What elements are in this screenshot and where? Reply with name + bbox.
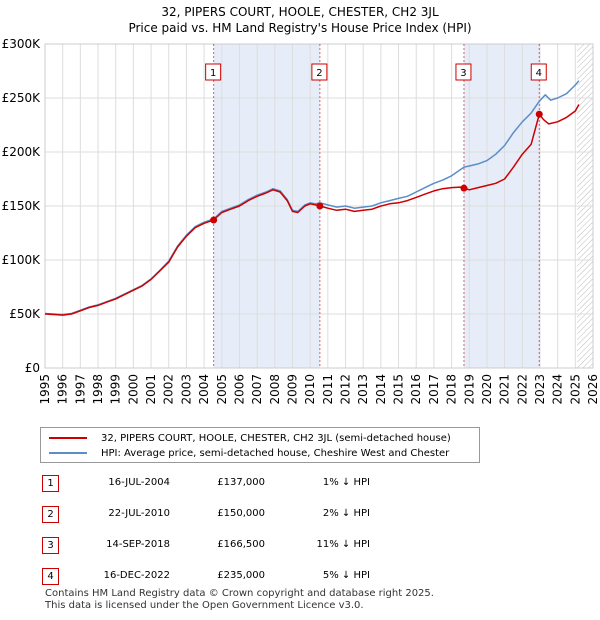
x-tick-label: 2009 — [285, 374, 299, 405]
chart-title: 32, PIPERS COURT, HOOLE, CHESTER, CH2 3J… — [161, 5, 439, 19]
sale-date: 14-SEP-2018 — [106, 539, 170, 550]
y-tick-label: £300K — [2, 37, 42, 51]
sale-label: 2 — [316, 68, 322, 79]
x-tick-label: 1995 — [38, 374, 52, 405]
table-row: 2 22-JUL-2010 £150,000 2% ↓ HPI — [0, 504, 600, 526]
x-tick-label: 2000 — [126, 374, 140, 405]
x-tick-label: 2022 — [515, 374, 529, 405]
sale-point — [316, 202, 324, 210]
x-tick-label: 2024 — [551, 374, 565, 405]
x-tick-label: 2006 — [232, 374, 246, 405]
sale-point — [210, 216, 218, 224]
sale-date: 16-DEC-2022 — [103, 570, 170, 581]
x-tick-label: 2005 — [215, 374, 229, 405]
legend-item-hpi: HPI: Average price, semi-detached house,… — [49, 446, 449, 460]
sale-label: 1 — [210, 68, 216, 79]
table-row: 1 16-JUL-2004 £137,000 1% ↓ HPI — [0, 473, 600, 495]
sale-hpi-diff: 11% ↓ HPI — [316, 539, 370, 550]
sale-price: £150,000 — [217, 508, 265, 519]
x-tick-label: 2025 — [568, 374, 582, 405]
legend: 32, PIPERS COURT, HOOLE, CHESTER, CH2 3J… — [40, 427, 480, 463]
x-tick-label: 2001 — [144, 374, 158, 405]
sale-label-box — [455, 63, 472, 81]
sale-hpi-diff: 5% ↓ HPI — [322, 570, 370, 581]
x-tick-label: 2020 — [480, 374, 494, 405]
sale-label-box — [311, 63, 328, 81]
sale-price: £137,000 — [217, 477, 265, 488]
x-tick-label: 2007 — [250, 374, 264, 405]
x-tick-label: 2023 — [533, 374, 547, 405]
chart-subtitle: Price paid vs. HM Land Registry's House … — [128, 21, 472, 35]
y-tick-label: £100K — [2, 253, 42, 267]
legend-item-property: 32, PIPERS COURT, HOOLE, CHESTER, CH2 3J… — [49, 431, 451, 445]
x-tick-label: 2004 — [197, 374, 211, 405]
legend-label-hpi: HPI: Average price, semi-detached house,… — [101, 447, 450, 459]
y-tick-label: £200K — [2, 145, 42, 159]
x-tick-label: 2012 — [339, 374, 353, 405]
sale-number-badge: 4 — [42, 568, 59, 585]
x-tick-label: 2003 — [179, 374, 193, 405]
x-tick-label: 2008 — [268, 374, 282, 405]
footer-copyright: Contains HM Land Registry data © Crown c… — [45, 588, 434, 599]
sale-date: 22-JUL-2010 — [108, 508, 170, 519]
sale-hpi-diff: 2% ↓ HPI — [322, 508, 370, 519]
plot-frame — [44, 43, 594, 369]
y-tick-label: £0 — [25, 361, 40, 375]
sale-label-box — [205, 63, 222, 81]
sale-point — [535, 110, 543, 118]
x-tick-label: 2016 — [409, 374, 423, 405]
sale-number-badge: 3 — [42, 537, 59, 554]
legend-swatch-hpi — [49, 452, 87, 454]
x-tick-label: 1999 — [109, 374, 123, 405]
x-tick-label: 2015 — [392, 374, 406, 405]
x-tick-label: 1996 — [56, 374, 70, 405]
property-price-line — [44, 104, 580, 316]
x-tick-label: 2018 — [445, 374, 459, 405]
y-tick-label: £250K — [2, 91, 42, 105]
sale-hpi-diff: 1% ↓ HPI — [322, 477, 370, 488]
footer: Contains HM Land Registry data © Crown c… — [45, 588, 434, 612]
sale-price: £166,500 — [217, 539, 265, 550]
legend-label-property: 32, PIPERS COURT, HOOLE, CHESTER, CH2 3J… — [101, 432, 451, 444]
x-tick-label: 1997 — [73, 374, 87, 405]
x-tick-label: 2013 — [356, 374, 370, 405]
x-tick-label: 2026 — [586, 374, 600, 405]
sale-label-box — [530, 63, 547, 81]
sale-label: 4 — [536, 68, 542, 79]
sale-number-badge: 2 — [42, 506, 59, 523]
y-tick-label: £50K — [9, 307, 41, 321]
x-tick-label: 2011 — [321, 374, 335, 405]
footer-license: This data is licensed under the Open Gov… — [45, 600, 364, 611]
x-tick-label: 2002 — [162, 374, 176, 405]
sale-number-badge: 1 — [42, 475, 59, 492]
sale-date: 16-JUL-2004 — [108, 477, 170, 488]
legend-swatch-property — [49, 437, 87, 439]
y-tick-label: £150K — [2, 199, 42, 213]
sale-price: £235,000 — [217, 570, 265, 581]
x-tick-label: 2014 — [374, 374, 388, 405]
table-row: 3 14-SEP-2018 £166,500 11% ↓ HPI — [0, 535, 600, 557]
x-tick-label: 2017 — [427, 374, 441, 405]
x-tick-label: 2021 — [498, 374, 512, 405]
sale-point — [460, 184, 468, 192]
x-tick-label: 2010 — [303, 374, 317, 405]
table-row: 4 16-DEC-2022 £235,000 5% ↓ HPI — [0, 566, 600, 588]
x-tick-label: 1998 — [91, 374, 105, 405]
x-tick-label: 2019 — [462, 374, 476, 405]
sale-label: 3 — [460, 68, 466, 79]
